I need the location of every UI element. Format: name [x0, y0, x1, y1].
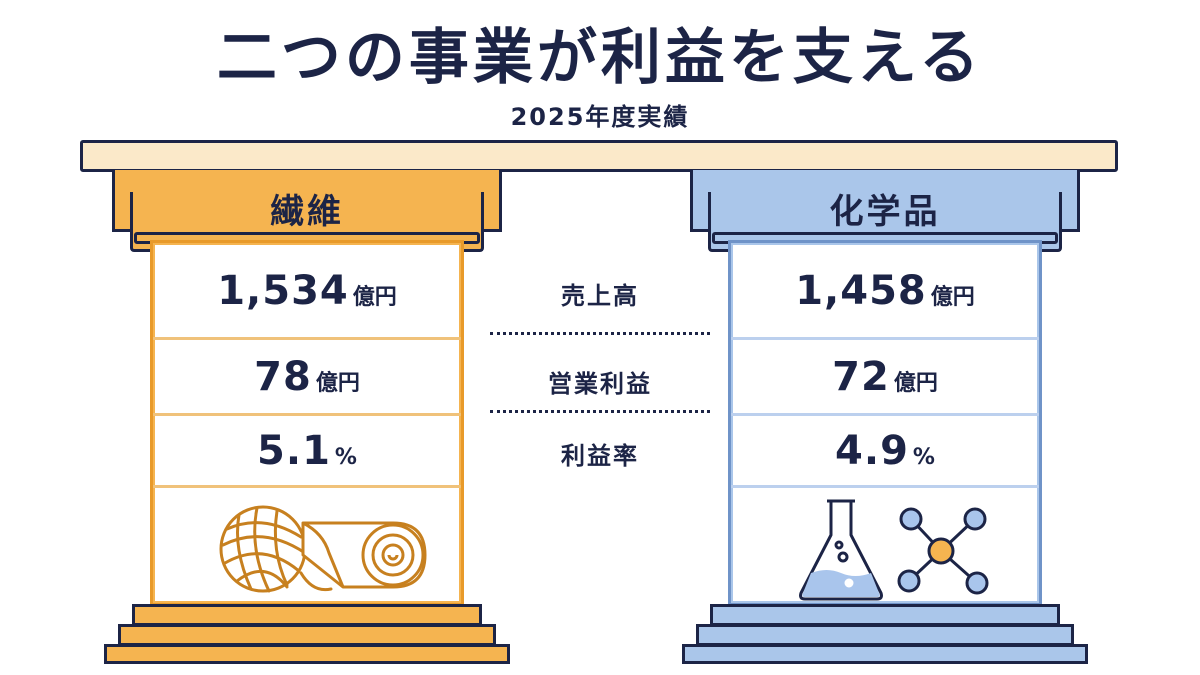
chemical-profit-value: 72	[832, 354, 890, 400]
fiber-sales-unit: 億円	[352, 285, 397, 310]
chemical-illustration	[731, 493, 1039, 603]
chemical-pillar: 化学品 1,458 億円 72 億円 4.9%	[682, 170, 1088, 665]
label-margin: 利益率	[561, 442, 639, 470]
fiber-base-step-3	[104, 644, 510, 664]
fiber-margin-value: 5.1	[257, 428, 331, 474]
fabric-roll-icon	[301, 521, 427, 589]
fiber-margin-unit: %	[334, 445, 357, 470]
molecule-icon	[897, 507, 989, 595]
fiber-sales: 1,534 億円	[153, 243, 461, 339]
chemical-operating-profit: 72 億円	[731, 339, 1039, 415]
chemical-sales-unit: 億円	[930, 285, 975, 310]
chemical-sales-value: 1,458	[795, 268, 927, 314]
chemical-base-step-2	[696, 624, 1074, 646]
chemical-sales: 1,458 億円	[731, 243, 1039, 339]
divider	[153, 413, 461, 416]
fiber-pillar: 繊維 1,534 億円 78 億円 5.1%	[104, 170, 510, 665]
divider	[731, 485, 1039, 488]
fiber-sales-value: 1,534	[217, 268, 349, 314]
divider	[153, 485, 461, 488]
divider	[731, 413, 1039, 416]
fiber-segment-name: 繊維	[270, 192, 344, 232]
metric-labels: 売上高 営業利益 利益率	[490, 240, 710, 480]
chemical-base-step-1	[710, 604, 1060, 626]
chemical-profit-unit: 億円	[893, 371, 938, 396]
fiber-profit-value: 78	[254, 354, 312, 400]
label-sales: 売上高	[561, 282, 639, 310]
fiber-operating-profit: 78 億円	[153, 339, 461, 415]
divider	[153, 337, 461, 340]
dotted-divider	[490, 332, 710, 335]
fiber-base-step-1	[132, 604, 482, 626]
dotted-divider	[490, 410, 710, 413]
divider	[731, 337, 1039, 340]
chemical-margin: 4.9%	[731, 415, 1039, 487]
page-title: 二つの事業が利益を支える	[216, 23, 984, 93]
chemical-base-step-3	[682, 644, 1088, 664]
chemical-segment-name: 化学品	[829, 192, 941, 232]
fiber-base-step-2	[118, 624, 496, 646]
label-operating-profit: 営業利益	[548, 370, 652, 398]
page-subtitle: 2025年度実績	[510, 103, 690, 131]
chemical-margin-value: 4.9	[835, 428, 909, 474]
fiber-profit-unit: 億円	[315, 371, 360, 396]
chemical-margin-unit: %	[912, 445, 935, 470]
pillar-roof	[80, 140, 1118, 172]
chemical-shaft: 1,458 億円 72 億円 4.9%	[728, 240, 1042, 606]
fiber-margin: 5.1%	[153, 415, 461, 487]
flask-icon	[799, 499, 883, 601]
fiber-shaft: 1,534 億円 78 億円 5.1%	[150, 240, 464, 606]
fiber-illustration	[153, 493, 461, 603]
